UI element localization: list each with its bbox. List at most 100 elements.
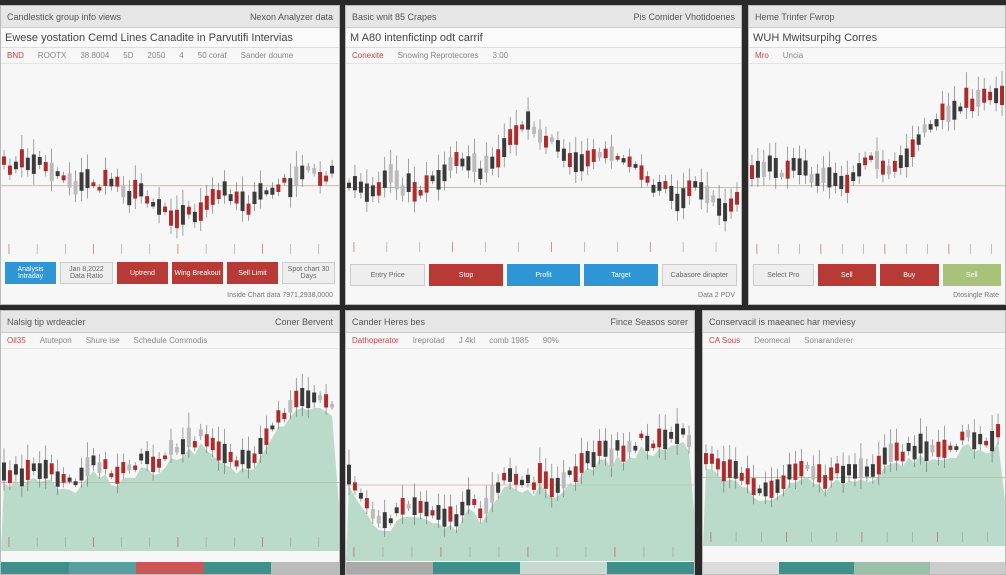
toolbar-item[interactable]: Oil35 (7, 336, 26, 345)
toolbar-item[interactable]: J 4kl (458, 336, 476, 345)
toolbar-item[interactable]: Conexite (352, 51, 384, 60)
panel-subtitle: Ewese yostation Cemd Lines Canadite in P… (5, 31, 293, 44)
chart-panel-1: Candlestick group info views Nexon Analyz… (0, 5, 340, 305)
toolbar-item[interactable]: Uncia (782, 51, 804, 60)
toolbar-item[interactable]: Snowing Reprotecores (397, 51, 479, 60)
action-button[interactable]: Buy (880, 264, 939, 286)
action-button[interactable]: Analysis Intraday (5, 262, 56, 284)
toolbar-item[interactable]: 5D (123, 51, 134, 60)
toolbar-item[interactable]: 90% (542, 336, 559, 345)
panel-toolbar: BND ROOTX 38.8004 5D 2050 4 50 coraf Sander dou… (1, 48, 339, 64)
action-button[interactable]: Sell Limit (227, 262, 278, 284)
toolbar-item[interactable]: comb 1985 (489, 336, 529, 345)
toolbar-item[interactable]: Shure ise (85, 336, 120, 345)
candle-body (210, 189, 215, 205)
panel-footer: Dtosingle Rate (953, 292, 999, 299)
candle-body (430, 510, 435, 516)
toolbar-item[interactable]: 38.8004 (80, 51, 110, 60)
panel-footer: Inside Chart data 7971,2938,0000 (227, 292, 333, 299)
candle-body (839, 175, 844, 190)
candle-body (109, 473, 114, 478)
candle-body (454, 152, 459, 166)
panel-subtitle-bar: Ewese yostation Cemd Lines Canadite in P… (1, 28, 339, 48)
candle-body (888, 443, 893, 462)
candlestick-chart[interactable] (703, 366, 1005, 546)
candle-body (478, 508, 483, 519)
toolbar-item[interactable]: CA Sous (709, 336, 741, 345)
candle-body (478, 168, 483, 180)
candle-body (502, 138, 507, 157)
action-button[interactable]: Select Pro (753, 264, 814, 286)
candle-body (490, 156, 495, 169)
candle-body (567, 153, 572, 168)
candle-body (597, 440, 602, 456)
action-button[interactable]: Stop (429, 264, 503, 286)
candle-body (1, 462, 6, 481)
toolbar-item[interactable]: Deomecal (754, 336, 791, 345)
candle-body (525, 474, 530, 484)
candle-body (657, 428, 662, 448)
action-button[interactable]: Uptrend (117, 262, 168, 284)
action-button[interactable]: Sell (942, 264, 1001, 286)
candle-body (49, 463, 54, 475)
candle-body (234, 191, 239, 204)
candle-body (198, 202, 203, 221)
candle-body (864, 466, 869, 477)
candle-body (496, 149, 501, 168)
candlestick-chart[interactable] (346, 76, 741, 256)
candle-body (841, 465, 846, 484)
toolbar-item[interactable]: BND (7, 51, 24, 60)
toolbar-item[interactable]: Sonaranderer (804, 336, 854, 345)
candle-body (121, 185, 126, 198)
candle-body (827, 167, 832, 188)
action-button[interactable]: Profit (506, 264, 581, 286)
toolbar-item[interactable]: Dathoperator (352, 336, 399, 345)
candlestick-chart[interactable] (346, 361, 694, 561)
toolbar-item[interactable]: Atutepon (39, 336, 72, 345)
toolbar-item[interactable]: Sander doume (240, 51, 294, 60)
candle-body (821, 167, 826, 183)
action-button[interactable]: Target (584, 264, 658, 286)
candle-body (352, 176, 357, 191)
candle-body (228, 194, 233, 202)
candle-body (847, 464, 852, 476)
candle-body (709, 453, 714, 464)
candle-body (430, 175, 435, 182)
action-button[interactable]: Entry Price (350, 264, 426, 286)
candle-body (394, 507, 399, 514)
action-button[interactable]: Cabasore dinapter (661, 264, 738, 286)
candle-body (406, 173, 411, 193)
action-button[interactable]: Wing Breakout (172, 262, 223, 284)
candle-body (163, 455, 168, 460)
toolbar-item[interactable]: Mro (755, 51, 769, 60)
candle-body (424, 501, 429, 517)
candle-body (657, 181, 662, 191)
candle-body (799, 461, 804, 477)
toolbar-item[interactable]: 50 coraf (197, 51, 227, 60)
toolbar-item[interactable]: Ireprotad (412, 336, 445, 345)
panel-title: Candlestick group info views (7, 11, 122, 22)
candlestick-chart[interactable] (749, 68, 1005, 258)
toolbar-item[interactable]: ROOTX (37, 51, 67, 60)
candle-body (115, 466, 120, 484)
action-button[interactable]: Jan 8,2022 Data Ratio (60, 262, 113, 284)
candle-body (561, 148, 566, 161)
toolbar-item[interactable]: Schedule Commodis (133, 336, 208, 345)
candle-body (954, 446, 959, 450)
toolbar-item[interactable]: 3:00 (492, 51, 509, 60)
action-button[interactable]: Spot chart 30 Days (282, 262, 335, 284)
toolbar-item[interactable]: 4 (179, 51, 184, 60)
candle-body (157, 458, 162, 468)
candle-body (531, 482, 536, 490)
panel-titlebar: Conservacil is maeanec har meviesy (703, 311, 1005, 333)
candlestick-chart[interactable] (1, 68, 339, 258)
action-button[interactable]: Sell (817, 264, 876, 286)
candle-body (73, 481, 78, 486)
candlestick-chart[interactable] (1, 371, 339, 551)
candle-body (346, 182, 351, 189)
candle-body (585, 150, 590, 167)
toolbar-item[interactable]: 2050 (147, 51, 166, 60)
action-button-row: Select Pro Sell Buy Sell (749, 264, 1005, 286)
candle-body (773, 158, 778, 178)
candle-body (681, 188, 686, 209)
